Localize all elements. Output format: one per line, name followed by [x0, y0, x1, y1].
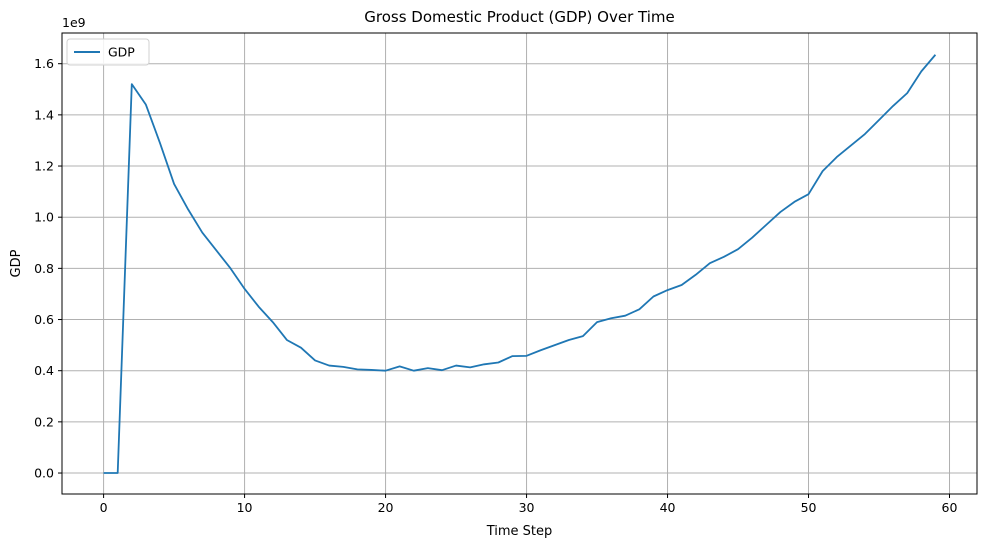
y-axis-label: GDP: [9, 249, 24, 277]
y-tick-label: 1.2: [34, 159, 54, 174]
x-tick-label: 50: [801, 500, 817, 515]
y-tick-label: 1.0: [34, 210, 54, 225]
series-line-gdp: [103, 54, 937, 474]
legend-box: [66, 38, 150, 66]
y-axis-offset-text: 1e9: [62, 15, 86, 30]
x-axis-label: Time Step: [486, 524, 553, 539]
y-tick-label: 0.6: [34, 312, 54, 327]
y-tick-label: 1.6: [34, 56, 54, 71]
y-tick-label: 0.2: [34, 414, 54, 429]
x-tick-label: 10: [237, 500, 253, 515]
chart-title: Gross Domestic Product (GDP) Over Time: [364, 8, 674, 26]
y-tick-label: 0.8: [34, 261, 54, 276]
grid-layer: [62, 33, 977, 494]
legend: GDP: [66, 38, 150, 66]
y-tick-label: 1.4: [34, 107, 54, 122]
y-tick-label: 0.0: [34, 466, 54, 481]
series-layer: [103, 54, 937, 474]
x-tick-label: 30: [519, 500, 535, 515]
x-tick-label: 60: [942, 500, 958, 515]
x-axis-ticks: 0 10 20 30 40 50 60: [100, 494, 958, 515]
y-tick-label: 0.4: [34, 363, 54, 378]
x-tick-label: 0: [100, 500, 108, 515]
x-tick-label: 40: [660, 500, 676, 515]
plot-frame: [61, 32, 978, 495]
y-axis-ticks: 0.0 0.2 0.4 0.6 0.8 1.0 1.2 1.4 1.6: [34, 56, 62, 481]
x-tick-label: 20: [378, 500, 394, 515]
legend-label-gdp: GDP: [108, 45, 135, 60]
